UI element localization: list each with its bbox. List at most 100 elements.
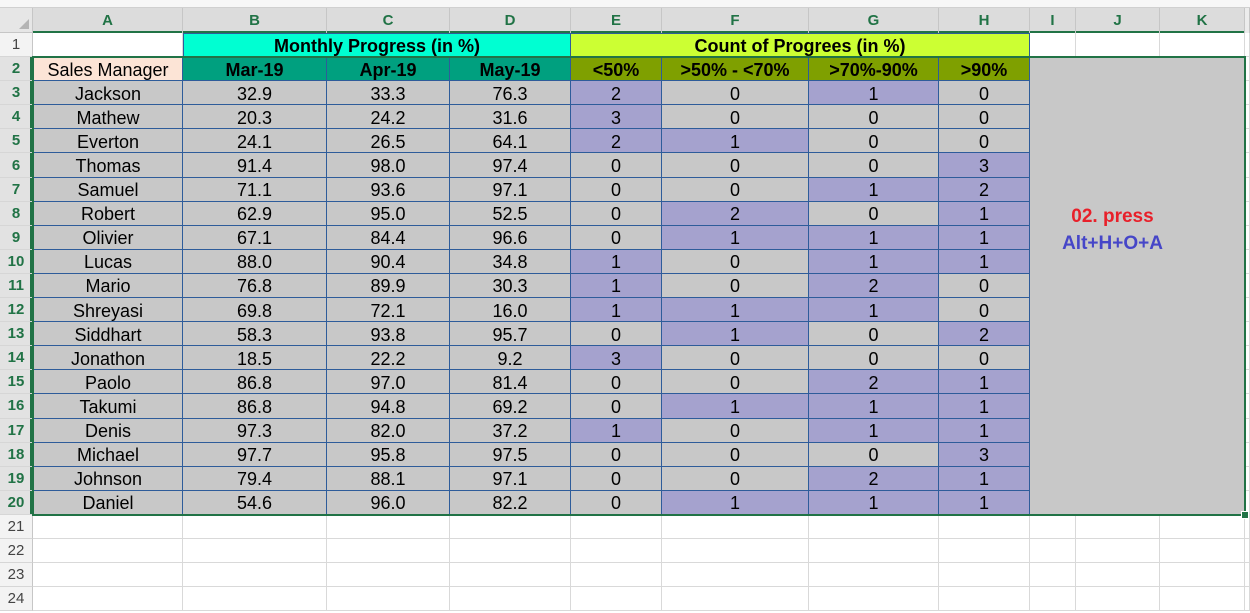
cell-H20[interactable]: 1 [939,490,1030,515]
cell-C16[interactable]: 94.8 [327,394,450,419]
cell-B22[interactable] [183,538,327,564]
cell-K15[interactable] [1160,370,1245,395]
cell-A6[interactable]: Thomas [33,153,183,178]
row-header-17[interactable]: 17 [0,418,33,443]
cell-K13[interactable] [1160,322,1245,347]
cell-D7[interactable]: 97.1 [450,177,571,202]
row-header-19[interactable]: 19 [0,466,33,491]
cell-F22[interactable] [662,538,809,564]
cell-J23[interactable] [1076,563,1160,588]
column-header-F[interactable]: F [662,8,809,33]
cell-G11[interactable]: 2 [809,273,939,299]
cell-B11[interactable]: 76.8 [183,273,327,299]
cell-J24[interactable] [1076,587,1160,612]
cell-F13[interactable]: 1 [662,322,809,347]
cell-G9[interactable]: 1 [809,225,939,250]
cell-F19[interactable]: 0 [662,466,809,491]
count-progress-title[interactable]: Count of Progrees (in %) [571,33,1030,58]
cell-C10[interactable]: 90.4 [327,249,450,274]
cell-H5[interactable]: 0 [939,129,1030,154]
cell-I23[interactable] [1030,563,1076,588]
cell-J5[interactable] [1076,129,1160,154]
cell-I5[interactable] [1030,129,1076,154]
cell-B14[interactable]: 18.5 [183,346,327,371]
cell-H8[interactable]: 1 [939,201,1030,226]
row-header-22[interactable]: 22 [0,538,33,564]
cell-I15[interactable] [1030,370,1076,395]
cell-G20[interactable]: 1 [809,490,939,515]
cell-H19[interactable]: 1 [939,466,1030,491]
cell-C21[interactable] [327,514,450,539]
monthly-progress-title[interactable]: Monthly Progress (in %) [183,33,571,58]
cell-H23[interactable] [939,563,1030,588]
cell-E7[interactable]: 0 [571,177,662,202]
cell-H9[interactable]: 1 [939,225,1030,250]
cell-F21[interactable] [662,514,809,539]
row-header-13[interactable]: 13 [0,322,33,347]
row-header-24[interactable]: 24 [0,587,33,612]
cell-H12[interactable]: 0 [939,298,1030,323]
cell-J12[interactable] [1076,298,1160,323]
cell-J10[interactable] [1076,249,1160,274]
cell-B23[interactable] [183,563,327,588]
cell-D16[interactable]: 69.2 [450,394,571,419]
cell-G3[interactable]: 1 [809,81,939,106]
cell-G13[interactable]: 0 [809,322,939,347]
row-header-14[interactable]: 14 [0,346,33,371]
cell-E15[interactable]: 0 [571,370,662,395]
cell-F11[interactable]: 0 [662,273,809,299]
cell-E16[interactable]: 0 [571,394,662,419]
cell-H14[interactable]: 0 [939,346,1030,371]
cell-F5[interactable]: 1 [662,129,809,154]
cell-I10[interactable] [1030,249,1076,274]
cell-G17[interactable]: 1 [809,418,939,443]
cell-E18[interactable]: 0 [571,442,662,467]
cell-F23[interactable] [662,563,809,588]
cell-E13[interactable]: 0 [571,322,662,347]
row-header-11[interactable]: 11 [0,273,33,299]
row-header-5[interactable]: 5 [0,129,33,154]
cell-A10[interactable]: Lucas [33,249,183,274]
cell-C14[interactable]: 22.2 [327,346,450,371]
cell-I8[interactable] [1030,201,1076,226]
cell-C9[interactable]: 84.4 [327,225,450,250]
cell-D9[interactable]: 96.6 [450,225,571,250]
cell-I14[interactable] [1030,346,1076,371]
row-header-1[interactable]: 1 [0,33,33,58]
cell-A24[interactable] [33,587,183,612]
cell-H18[interactable]: 3 [939,442,1030,467]
column-header-J[interactable]: J [1076,8,1160,33]
cell-C6[interactable]: 98.0 [327,153,450,178]
row-header-21[interactable]: 21 [0,514,33,539]
cell-I20[interactable] [1030,490,1076,515]
cell-I24[interactable] [1030,587,1076,612]
cell-B19[interactable]: 79.4 [183,466,327,491]
cell-I13[interactable] [1030,322,1076,347]
row-header-4[interactable]: 4 [0,105,33,130]
cell-H10[interactable]: 1 [939,249,1030,274]
cell-I17[interactable] [1030,418,1076,443]
cell-D6[interactable]: 97.4 [450,153,571,178]
cell-B4[interactable]: 20.3 [183,105,327,130]
cell-K12[interactable] [1160,298,1245,323]
row-header-15[interactable]: 15 [0,370,33,395]
band-header-G[interactable]: >70%-90% [809,57,939,82]
cell-K14[interactable] [1160,346,1245,371]
cell-B16[interactable]: 86.8 [183,394,327,419]
cell-K11[interactable] [1160,273,1245,299]
cell-F9[interactable]: 1 [662,225,809,250]
cell-K8[interactable] [1160,201,1245,226]
cell-B13[interactable]: 58.3 [183,322,327,347]
cell-J21[interactable] [1076,514,1160,539]
cell-E4[interactable]: 3 [571,105,662,130]
row-header-16[interactable]: 16 [0,394,33,419]
cell-I16[interactable] [1030,394,1076,419]
cell-E20[interactable]: 0 [571,490,662,515]
cell-H22[interactable] [939,538,1030,564]
cell-K24[interactable] [1160,587,1245,612]
cell-F12[interactable]: 1 [662,298,809,323]
cell-C24[interactable] [327,587,450,612]
cell-B9[interactable]: 67.1 [183,225,327,250]
cell-A20[interactable]: Daniel [33,490,183,515]
cell-H11[interactable]: 0 [939,273,1030,299]
